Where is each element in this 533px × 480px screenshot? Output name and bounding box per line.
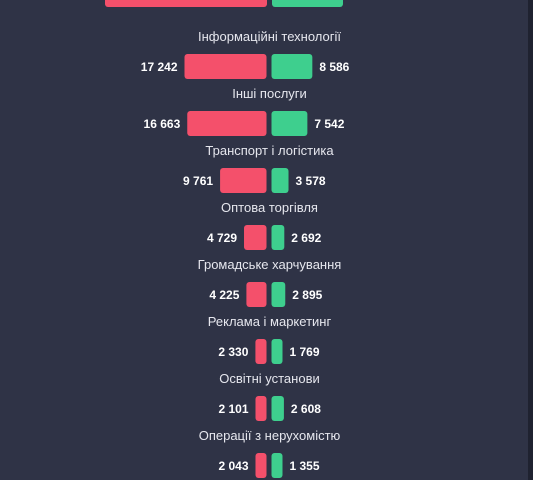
bar-right-partial <box>272 0 343 7</box>
bar-left-partial <box>105 0 267 7</box>
category-label: Операції з нерухомістю <box>199 428 341 443</box>
category-label: Оптова торгівля <box>221 200 318 215</box>
value-label-left: 9 761 <box>183 174 213 188</box>
bar-right <box>271 396 284 421</box>
value-label-left: 2 043 <box>218 459 248 473</box>
value-label-left: 17 242 <box>141 60 178 74</box>
category-label: Освітні установи <box>219 371 320 386</box>
bar-right <box>271 453 283 478</box>
bar-left <box>187 111 267 136</box>
bar-right <box>271 168 289 193</box>
value-label-left: 4 225 <box>209 288 239 302</box>
value-label-right: 1 355 <box>290 459 320 473</box>
category-label: Громадське харчування <box>198 257 342 272</box>
bar-left <box>220 168 267 193</box>
bar-left <box>255 339 267 364</box>
value-label-right: 3 578 <box>296 174 326 188</box>
value-label-left: 4 729 <box>207 231 237 245</box>
category-label: Транспорт і логістика <box>205 143 334 158</box>
bar-left <box>246 282 267 307</box>
bar-right <box>271 282 286 307</box>
bar-left <box>184 54 267 79</box>
bar-right <box>271 339 283 364</box>
value-label-left: 2 330 <box>218 345 248 359</box>
category-label: Реклама і маркетинг <box>208 314 332 329</box>
value-label-right: 8 586 <box>319 60 349 74</box>
value-label-left: 16 663 <box>144 117 181 131</box>
value-label-right: 2 692 <box>291 231 321 245</box>
value-label-right: 7 542 <box>314 117 344 131</box>
bar-left <box>255 453 267 478</box>
bar-right <box>271 225 285 250</box>
value-label-right: 1 769 <box>290 345 320 359</box>
window-edge <box>528 0 533 480</box>
value-label-right: 2 895 <box>292 288 322 302</box>
category-label: Інформаційні технології <box>198 29 341 44</box>
value-label-left: 2 101 <box>218 402 248 416</box>
bar-right <box>271 111 308 136</box>
bar-left <box>244 225 267 250</box>
bar-right <box>271 54 313 79</box>
category-label: Інші послуги <box>232 86 307 101</box>
value-label-right: 2 608 <box>291 402 321 416</box>
bar-left <box>255 396 267 421</box>
